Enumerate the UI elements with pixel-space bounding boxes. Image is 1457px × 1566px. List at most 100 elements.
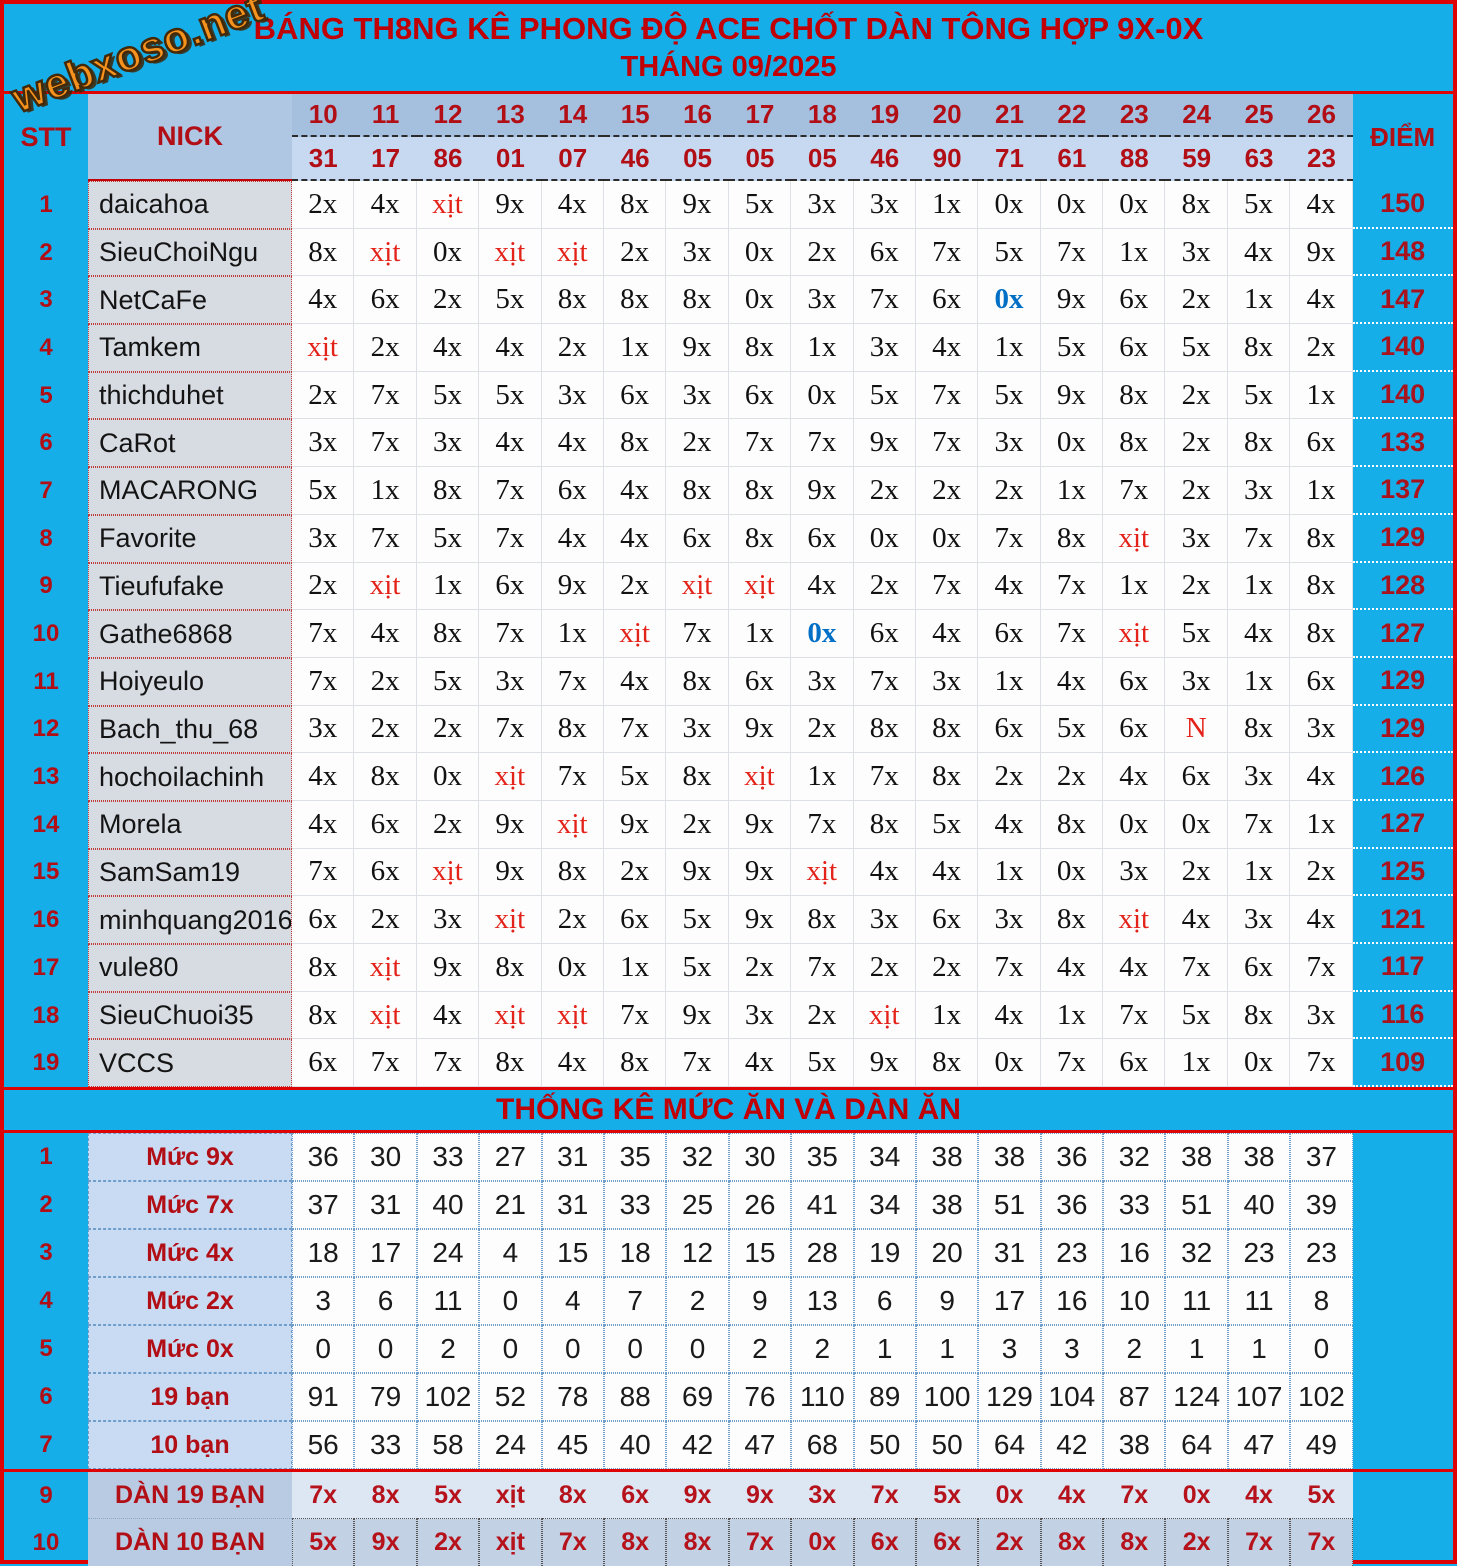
dan-cell: 2x [1165,1519,1228,1566]
day-cell: 2x [1165,276,1228,325]
stats-cell: 2 [1103,1325,1166,1374]
day-cell: 0x [791,610,854,658]
day-cell: 2x [1165,419,1228,468]
day-cell: 7x [1290,1039,1353,1088]
header-result: 86 [416,137,480,181]
day-cell: 5x [292,467,355,515]
player-nick: MACARONG [88,467,292,515]
day-cell: 4x [541,419,604,468]
dan-cell: 8x [541,1472,604,1520]
stats-cell: 0 [541,1325,604,1374]
player-row: 19 VCCS 6x 7x 7x 8x 4x 8x 7x 4x 5x 9x 8x 0x 7x 6x 1x 0x 7x… [4,1039,1453,1088]
day-cell: 9x [1290,228,1353,277]
day-cell: 0x [416,228,480,277]
day-cell: 6x [853,610,916,658]
day-cell: 5x [1227,181,1291,229]
dan-row: 10 DÀN 10 BẠN 5x 9x 2x xịt 7x 8x 8x 7x 0x 6x 6x 2x 8x 8… [4,1519,1453,1566]
stats-label: Mức 7x [88,1181,292,1230]
table-header: STT NICK 10 11 12 13 14 15 16 17 18 19 20 21 22 23 24 2… [4,94,1453,181]
header-result: 07 [541,137,604,181]
stats-cell: 19 [853,1229,916,1278]
day-cell: 4x [603,467,667,515]
dan-stt: 10 [32,1528,60,1556]
stats-cell: 36 [292,1133,355,1182]
day-cell: 4x [1290,896,1353,944]
day-cell: 7x [292,610,355,658]
day-cell: 1x [1040,467,1104,515]
stats-stt: 6 [39,1383,53,1411]
day-cell: 8x [292,228,355,277]
player-nick: thichduhet [88,371,292,420]
stats-cell: 0 [479,1277,542,1326]
player-nick: SieuChuoi35 [88,991,292,1040]
day-cell: xịt [479,896,542,944]
day-cell: 3x [1165,514,1228,563]
day-cell: 2x [1165,371,1228,420]
day-cell: 1x [728,610,792,658]
day-cell: 9x [853,419,916,468]
player-row: 6 CaRot 3x 7x 3x 4x 4x 8x 2x 7x 7x 9x 7x 3x 0x 8x 2x 8x 6x… [4,419,1453,468]
day-cell: 3x [791,276,854,325]
header-result: 71 [978,137,1041,181]
dan-score-empty [1353,1519,1453,1566]
dan-cell: 3x [791,1472,854,1520]
dan-score-empty [1353,1472,1453,1519]
day-cell: 0x [1227,1039,1291,1088]
header-day: 24 [1165,94,1228,137]
day-cell: 0x [1103,800,1166,849]
day-cell: 5x [978,228,1041,277]
day-cell: 3x [416,419,480,468]
player-score: 116 [1352,992,1453,1040]
header-day: 17 [728,94,792,137]
day-cell: xịt [728,753,792,801]
day-cell: xịt [541,800,604,849]
day-cell: xịt [1103,896,1166,944]
day-cell: 7x [915,371,979,420]
day-cell: 7x [915,562,979,611]
day-cell: xịt [354,944,417,992]
day-cell: 5x [1040,705,1104,754]
day-cell: 7x [1040,610,1104,658]
stats-cell: 20 [915,1229,979,1278]
day-cell: 7x [479,467,542,515]
stats-cell: 40 [603,1421,667,1470]
day-cell: 9x [728,705,792,754]
day-cell: 2x [853,562,916,611]
day-cell: 4x [541,1039,604,1088]
day-cell: 5x [416,657,480,706]
header-result: 01 [479,137,542,181]
day-cell: 6x [1103,276,1166,325]
day-cell: 2x [603,848,667,897]
day-cell: 4x [603,514,667,563]
header-day: 21 [978,94,1041,137]
stats-cell: 35 [603,1133,667,1182]
day-cell: 9x [728,896,792,944]
day-cell: 8x [1227,419,1291,468]
day-cell: 2x [1290,324,1353,372]
stats-cell: 1 [915,1325,979,1374]
player-row: 1 daicahoa 2x 4x xịt 9x 4x 8x 9x 5x 3x 3x 1x 0x 0x 0x 8x… [4,181,1453,229]
dan-cell: 7x [1290,1519,1353,1566]
stats-cell: 9 [915,1277,979,1326]
stats-cell: 89 [853,1373,916,1422]
day-cell: 8x [1290,562,1353,611]
dan-cell: 0x [1165,1472,1228,1520]
stats-row: 6 19 bạn 91 79 102 52 78 88 69 76 110 89 100 129 104 87… [4,1373,1453,1422]
stats-cell: 39 [1290,1181,1353,1230]
day-cell: 6x [1290,419,1353,468]
stats-cell: 11 [1165,1277,1228,1326]
day-cell: 6x [978,705,1041,754]
stats-cell: 4 [541,1277,604,1326]
day-cell: 0x [978,1039,1041,1088]
day-cell: 7x [791,944,854,992]
day-cell: 9x [666,324,729,372]
day-cell: 8x [915,705,979,754]
day-cell: 7x [791,800,854,849]
dan-cell: 8x [666,1519,729,1566]
day-cell: 5x [416,371,480,420]
day-cell: 1x [1103,228,1166,277]
day-cell: 8x [479,944,542,992]
day-cell: 7x [479,705,542,754]
stats-cell: 69 [666,1373,729,1422]
day-cell: 7x [728,419,792,468]
